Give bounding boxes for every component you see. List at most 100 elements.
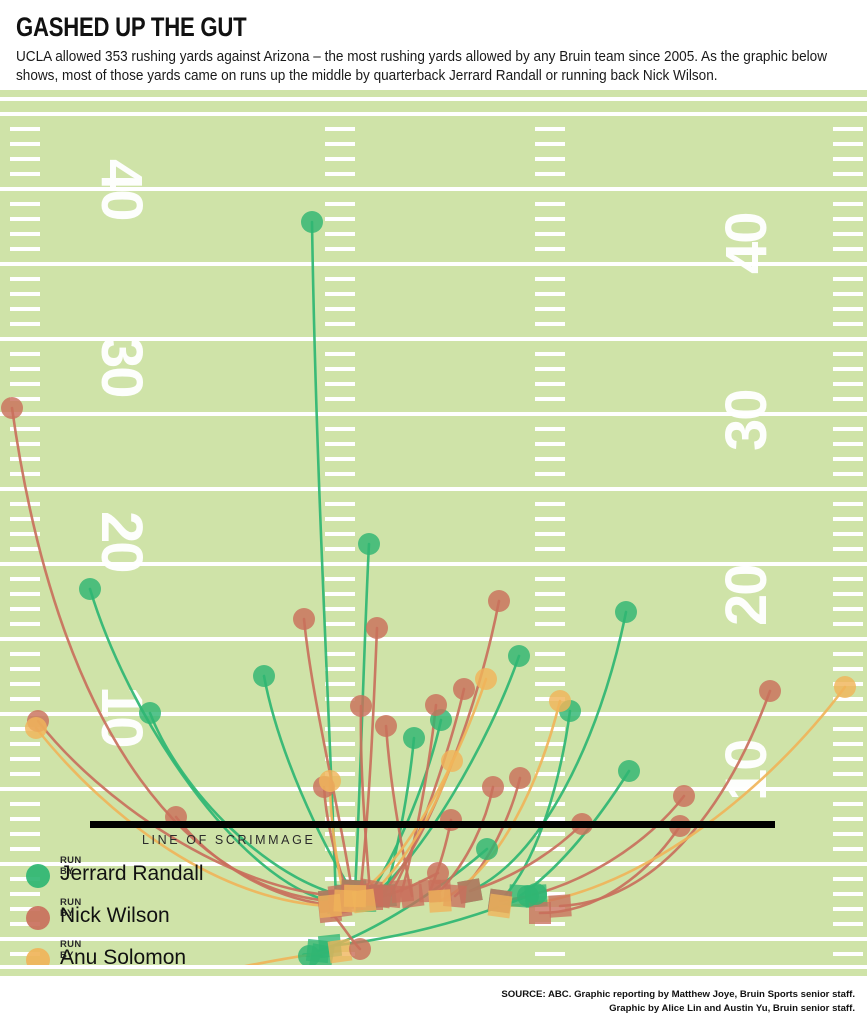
hash-mark [833, 772, 863, 776]
hash-mark [325, 802, 355, 806]
hash-mark [535, 202, 565, 206]
hash-mark [10, 442, 40, 446]
yard-line [0, 262, 867, 266]
hash-mark [325, 592, 355, 596]
hash-mark [833, 307, 863, 311]
hash-mark [833, 652, 863, 656]
run-path [383, 736, 416, 898]
hash-mark [325, 277, 355, 281]
hash-mark [535, 307, 565, 311]
hash-mark [833, 142, 863, 146]
hash-mark [10, 832, 40, 836]
hash-mark [325, 202, 355, 206]
hash-mark [10, 622, 40, 626]
hash-mark [10, 952, 40, 956]
yard-line [0, 487, 867, 491]
hash-mark [833, 127, 863, 131]
run-end-marker [759, 680, 781, 702]
hash-mark [535, 622, 565, 626]
hash-mark [833, 247, 863, 251]
run-end-marker [293, 608, 315, 630]
hash-mark [535, 502, 565, 506]
hash-mark [325, 352, 355, 356]
run-end-marker [549, 690, 571, 712]
hash-mark [833, 802, 863, 806]
hash-mark [833, 217, 863, 221]
hash-mark [325, 127, 355, 131]
run-end-marker [298, 945, 320, 965]
hash-mark [535, 952, 565, 956]
hash-mark [10, 472, 40, 476]
hash-mark [833, 877, 863, 881]
run-path [34, 726, 332, 908]
hash-mark [10, 307, 40, 311]
hash-mark [535, 607, 565, 611]
run-end-marker [834, 676, 856, 698]
hash-mark [325, 607, 355, 611]
run-end-marker [615, 601, 637, 623]
hash-mark [10, 397, 40, 401]
hash-mark [10, 202, 40, 206]
hash-mark [535, 142, 565, 146]
hash-mark [833, 382, 863, 386]
hash-mark [535, 232, 565, 236]
hash-mark [833, 667, 863, 671]
hash-mark [535, 682, 565, 686]
run-end-marker [488, 590, 510, 612]
run-paths-plot [1, 211, 856, 965]
hash-mark [833, 832, 863, 836]
hash-mark [325, 247, 355, 251]
legend-run-by-label: RUN BY [60, 939, 82, 961]
hash-mark [325, 832, 355, 836]
hash-mark [535, 322, 565, 326]
hash-mark [325, 172, 355, 176]
run-path [358, 626, 379, 898]
hash-mark [535, 667, 565, 671]
football-field: 40 30 20 10 40 30 20 10 LINE OF SCRIMMAGE RUN B… [0, 90, 867, 976]
yard-line [0, 337, 867, 341]
run-path [388, 687, 466, 898]
hash-mark [325, 742, 355, 746]
run-start-marker [457, 878, 483, 904]
legend-swatch-icon [26, 906, 50, 930]
hash-mark [535, 367, 565, 371]
hash-mark [10, 817, 40, 821]
run-path [148, 711, 347, 898]
hash-mark [833, 517, 863, 521]
hash-mark [833, 922, 863, 926]
hash-mark [535, 832, 565, 836]
hash-mark [535, 427, 565, 431]
hash-mark [10, 907, 40, 911]
hash-mark [833, 547, 863, 551]
hash-mark [325, 472, 355, 476]
run-end-marker [441, 750, 463, 772]
yard-line [0, 412, 867, 416]
hash-mark [10, 427, 40, 431]
hash-mark [325, 502, 355, 506]
source-line-2: Graphic by Alice Lin and Austin Yu, Brui… [609, 1003, 855, 1015]
hash-mark [535, 277, 565, 281]
hash-mark [325, 532, 355, 536]
hash-mark [10, 577, 40, 581]
hash-mark [833, 757, 863, 761]
hash-mark [325, 577, 355, 581]
hash-mark [10, 652, 40, 656]
hash-mark [325, 547, 355, 551]
hash-mark [535, 382, 565, 386]
hash-mark [535, 652, 565, 656]
hash-mark [325, 682, 355, 686]
hash-mark [833, 892, 863, 896]
hash-mark [535, 817, 565, 821]
hash-mark [535, 592, 565, 596]
hash-mark [833, 907, 863, 911]
run-path [302, 617, 354, 893]
run-end-marker [319, 770, 341, 792]
run-path [468, 822, 584, 893]
run-path [353, 677, 488, 898]
hash-mark [325, 232, 355, 236]
hash-mark [10, 502, 40, 506]
run-end-marker [618, 760, 640, 782]
hash-mark [535, 547, 565, 551]
run-end-marker [427, 862, 449, 884]
hash-mark [833, 622, 863, 626]
